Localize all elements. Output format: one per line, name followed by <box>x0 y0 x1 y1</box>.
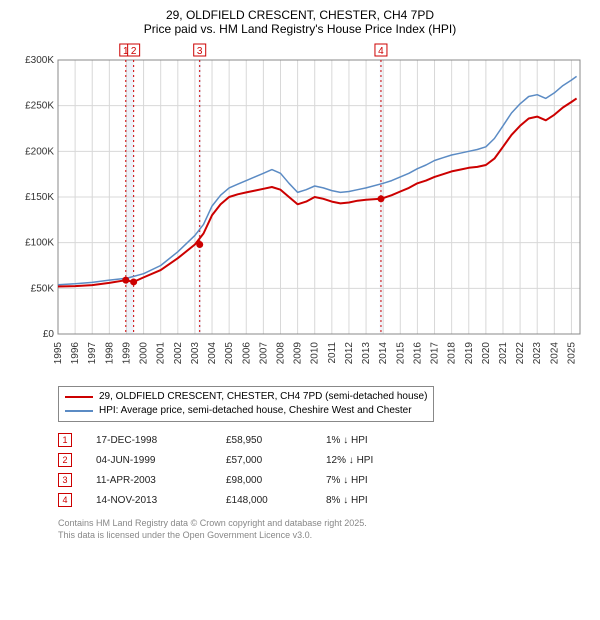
sale-date: 17-DEC-1998 <box>96 435 226 446</box>
title-address: 29, OLDFIELD CRESCENT, CHESTER, CH4 7PD <box>10 8 590 22</box>
svg-text:1998: 1998 <box>104 342 115 365</box>
sales-row: 3 11-APR-2003£98,0007% ↓ HPI <box>58 470 590 490</box>
sale-date: 14-NOV-2013 <box>96 495 226 506</box>
sale-date: 11-APR-2003 <box>96 475 226 486</box>
svg-text:2007: 2007 <box>258 342 269 365</box>
svg-text:2009: 2009 <box>293 342 304 365</box>
svg-text:£300K: £300K <box>25 55 54 66</box>
svg-text:2014: 2014 <box>378 342 389 365</box>
sale-price: £58,950 <box>226 435 326 446</box>
svg-text:2022: 2022 <box>515 342 526 365</box>
svg-text:2021: 2021 <box>498 342 509 365</box>
legend: 29, OLDFIELD CRESCENT, CHESTER, CH4 7PD … <box>58 386 434 422</box>
title-subtitle: Price paid vs. HM Land Registry's House … <box>10 22 590 36</box>
sale-marker-box: 1 <box>58 433 72 447</box>
svg-text:1995: 1995 <box>53 342 64 365</box>
svg-text:2: 2 <box>131 46 137 57</box>
title-block: 29, OLDFIELD CRESCENT, CHESTER, CH4 7PD … <box>10 8 590 36</box>
svg-text:1996: 1996 <box>70 342 81 365</box>
legend-label-blue: HPI: Average price, semi-detached house,… <box>99 404 412 418</box>
svg-text:2005: 2005 <box>224 342 235 365</box>
legend-swatch-red <box>65 396 93 398</box>
svg-text:1997: 1997 <box>87 342 98 365</box>
sales-row: 4 14-NOV-2013£148,0008% ↓ HPI <box>58 490 590 510</box>
sale-diff: 12% ↓ HPI <box>326 455 426 466</box>
svg-text:2000: 2000 <box>139 342 150 365</box>
svg-text:2017: 2017 <box>430 342 441 365</box>
sale-price: £57,000 <box>226 455 326 466</box>
chart-container: 29, OLDFIELD CRESCENT, CHESTER, CH4 7PD … <box>0 0 600 551</box>
chart-area: £0 £50K £100K £150K £200K £250K £300K 1995 1996 1… <box>10 40 590 380</box>
sale-price: £148,000 <box>226 495 326 506</box>
sale-marker-box: 4 <box>58 493 72 507</box>
svg-text:2018: 2018 <box>447 342 458 365</box>
svg-text:2002: 2002 <box>173 342 184 365</box>
legend-row-red: 29, OLDFIELD CRESCENT, CHESTER, CH4 7PD … <box>65 390 427 404</box>
svg-text:2003: 2003 <box>190 342 201 365</box>
legend-swatch-blue <box>65 410 93 412</box>
svg-text:£100K: £100K <box>25 238 54 249</box>
sale-diff: 7% ↓ HPI <box>326 475 426 486</box>
sale-marker-box: 3 <box>58 473 72 487</box>
svg-text:2008: 2008 <box>275 342 286 365</box>
svg-text:£0: £0 <box>43 329 55 340</box>
line-chart-svg: £0 £50K £100K £150K £200K £250K £300K 1995 1996 1… <box>10 40 590 380</box>
svg-text:£150K: £150K <box>25 192 54 203</box>
sale-date: 04-JUN-1999 <box>96 455 226 466</box>
sale-diff: 1% ↓ HPI <box>326 435 426 446</box>
sale-marker-box: 2 <box>58 453 72 467</box>
svg-text:2023: 2023 <box>532 342 543 365</box>
sales-row: 1 17-DEC-1998£58,9501% ↓ HPI <box>58 430 590 450</box>
footnote: Contains HM Land Registry data © Crown c… <box>58 518 590 541</box>
sale-price: £98,000 <box>226 475 326 486</box>
svg-text:2024: 2024 <box>549 342 560 365</box>
footnote-line2: This data is licensed under the Open Gov… <box>58 530 590 542</box>
legend-label-red: 29, OLDFIELD CRESCENT, CHESTER, CH4 7PD … <box>99 390 427 404</box>
svg-text:1999: 1999 <box>121 342 132 365</box>
sales-table: 117-DEC-1998£58,9501% ↓ HPI204-JUN-1999£… <box>58 430 590 510</box>
svg-text:2001: 2001 <box>156 342 167 365</box>
svg-text:2016: 2016 <box>412 342 423 365</box>
svg-text:2010: 2010 <box>310 342 321 365</box>
svg-text:£200K: £200K <box>25 146 54 157</box>
svg-text:3: 3 <box>197 46 203 57</box>
svg-text:4: 4 <box>378 46 384 57</box>
sale-diff: 8% ↓ HPI <box>326 495 426 506</box>
sales-row: 2 04-JUN-1999£57,00012% ↓ HPI <box>58 450 590 470</box>
svg-text:2004: 2004 <box>207 342 218 365</box>
svg-text:2013: 2013 <box>361 342 372 365</box>
svg-text:2019: 2019 <box>464 342 475 365</box>
svg-text:2011: 2011 <box>327 342 338 364</box>
footnote-line1: Contains HM Land Registry data © Crown c… <box>58 518 590 530</box>
legend-row-blue: HPI: Average price, semi-detached house,… <box>65 404 427 418</box>
svg-text:2012: 2012 <box>344 342 355 365</box>
svg-text:2006: 2006 <box>241 342 252 365</box>
svg-text:£250K: £250K <box>25 101 54 112</box>
svg-text:£50K: £50K <box>31 283 55 294</box>
svg-text:2020: 2020 <box>481 342 492 365</box>
svg-text:2025: 2025 <box>566 342 577 365</box>
svg-text:2015: 2015 <box>395 342 406 365</box>
